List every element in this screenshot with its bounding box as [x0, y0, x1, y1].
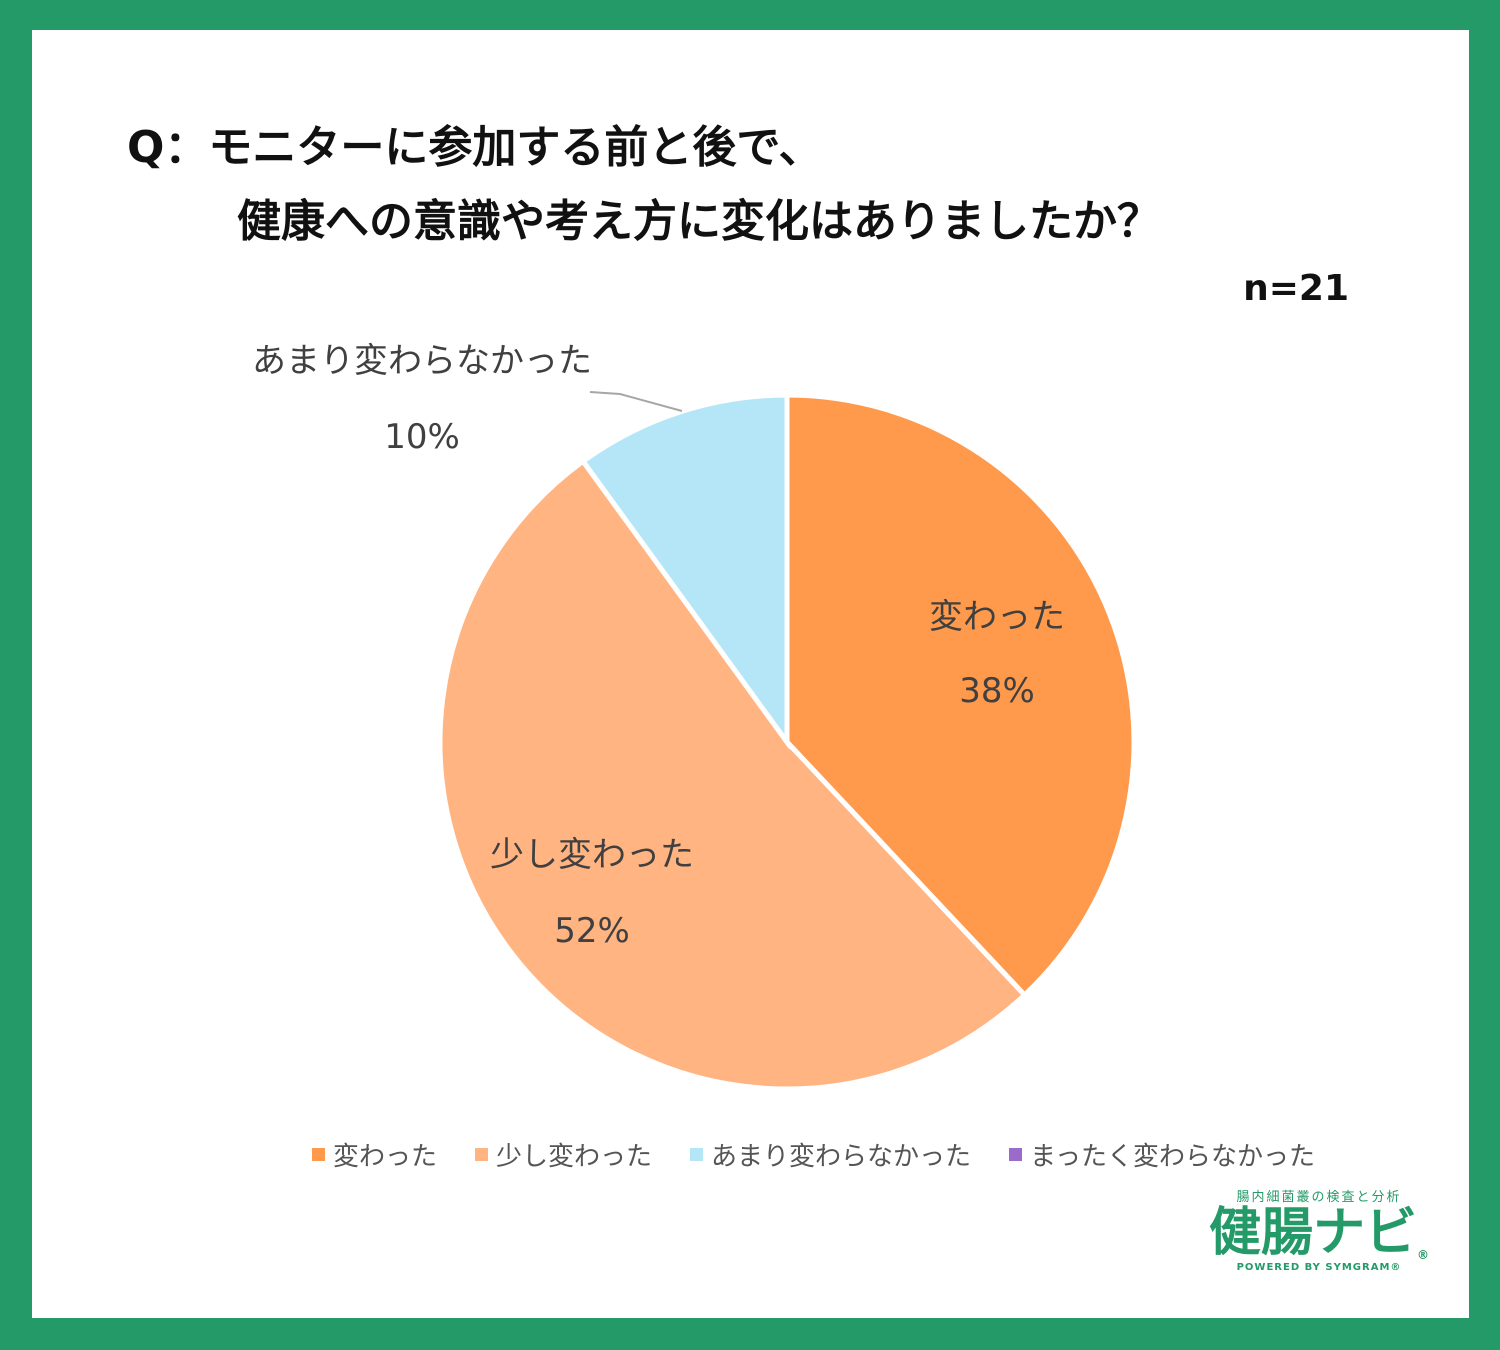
legend-swatch-not-much-changed: [690, 1148, 704, 1161]
slice-label-not-much-changed: あまり変わらなかった: [252, 341, 592, 381]
chart-title-line-2: 健康への意識や考え方に変化はありましたか？: [237, 196, 1161, 247]
slice-label-slightly-changed: 少し変わった: [490, 835, 694, 875]
pie-slice-changed: [784, 392, 1137, 999]
pie-slice-not-much-changed: [579, 392, 790, 750]
slice-value-not-much-changed: 10%: [384, 417, 460, 457]
slice-value-slightly-changed: 52%: [554, 911, 630, 951]
pie-chart: 変わった 38% 少し変わった 52% あまり変わらなかった 10%: [252, 341, 1137, 1092]
legend-swatch-slightly-changed: [475, 1148, 489, 1161]
legend-label-not-changed-at-all: まったく変わらなかった: [1030, 1142, 1316, 1172]
legend-item-slightly-changed: 少し変わった: [475, 1136, 652, 1173]
brand-logo: 腸内細菌叢の検査と分析 健腸ナビ® POWERED BY SYMGRAM®: [1199, 1186, 1439, 1273]
pie-slice-slightly-changed: [437, 457, 1029, 1092]
chart-card: Q：モニターに参加する前と後で、 健康への意識や考え方に変化はありましたか？ n…: [32, 30, 1469, 1318]
leader-line-not-much-changed: [589, 391, 683, 412]
legend-item-not-much-changed: あまり変わらなかった: [690, 1136, 971, 1173]
legend-label-not-much-changed: あまり変わらなかった: [711, 1142, 972, 1172]
legend-swatch-changed: [312, 1148, 325, 1161]
legend-label-slightly-changed: 少し変わった: [496, 1142, 653, 1172]
brand-name-text: 健腸ナビ: [1208, 1203, 1417, 1263]
brand-powered-by: POWERED BY SYMGRAM®: [1236, 1262, 1402, 1274]
legend-item-not-changed-at-all: まったく変わらなかった: [1009, 1136, 1315, 1173]
legend-label-changed: 変わった: [333, 1142, 438, 1172]
chart-title-line-1: Q：モニターに参加する前と後で、: [127, 122, 823, 173]
slice-value-changed: 38%: [959, 671, 1035, 711]
slice-label-changed: 変わった: [929, 597, 1065, 637]
sample-size-label: n=21: [1243, 268, 1349, 309]
legend: 変わった 少し変わった あまり変わらなかった まったく変わらなかった: [312, 1136, 1315, 1173]
brand-name: 健腸ナビ®: [1199, 1203, 1439, 1263]
brand-registered-mark: ®: [1417, 1248, 1429, 1262]
legend-item-changed: 変わった: [312, 1136, 437, 1173]
brand-tagline: 腸内細菌叢の検査と分析: [1236, 1190, 1402, 1205]
legend-swatch-not-changed-at-all: [1009, 1148, 1023, 1161]
